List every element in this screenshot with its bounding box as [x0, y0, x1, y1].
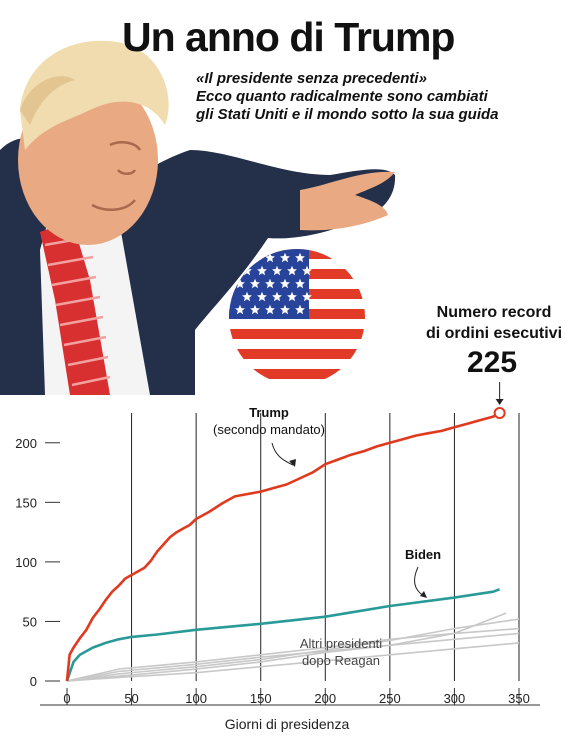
flag-star [287, 265, 297, 276]
y-tick-label: 200 [15, 436, 37, 451]
others-label: Altri presidenti [300, 636, 382, 651]
trump-line [65, 411, 501, 682]
flag-star [242, 291, 252, 302]
flag-star [287, 291, 297, 302]
trump-label-arrow-head [289, 459, 296, 467]
y-tick-label: 0 [30, 674, 37, 689]
flag-star [265, 304, 275, 315]
x-tick-label: 250 [379, 691, 401, 706]
subtitle: «Il presidente senza precedenti» Ecco qu… [196, 70, 568, 124]
flag-star [265, 278, 275, 289]
y-tick-label: 100 [15, 555, 37, 570]
chart-background [0, 396, 574, 740]
flag-star [250, 278, 260, 289]
flag-star [295, 252, 305, 263]
x-tick-label: 350 [508, 691, 530, 706]
flag-star [257, 291, 267, 302]
trump-sublabel: (secondo mandato) [213, 422, 325, 437]
trump-label: Trump [249, 405, 289, 420]
record-callout-label: Numero record di ordini esecutivi [414, 302, 574, 344]
biden-label: Biden [405, 547, 441, 562]
flag-star [250, 304, 260, 315]
y-tick-label: 50 [23, 614, 37, 629]
plot-area: 0 50 100 150 200 0 50 100 150 200 250 300 350 Giorni … [0, 382, 574, 740]
x-tick-label: 300 [444, 691, 466, 706]
callout-line: Numero record [436, 304, 552, 321]
trump-endpoint-marker [493, 407, 506, 419]
flag-star [302, 291, 312, 302]
subtitle-line: gli Stati Uniti e il mondo sotto la sua … [196, 106, 499, 123]
others-label: dopo Reagan [302, 653, 380, 668]
record-callout-value: 225 [466, 346, 518, 379]
flag-star [302, 265, 312, 276]
other-president-line [66, 627, 520, 682]
page-title: Un anno di Trump [122, 14, 455, 60]
flag-star [295, 278, 305, 289]
x-tick-label: 100 [185, 691, 207, 706]
y-tick-label: 150 [15, 495, 37, 510]
x-tick-label: 50 [124, 691, 138, 706]
flag-star [272, 291, 282, 302]
subtitle-line: «Il presidente senza precedenti» [196, 70, 427, 87]
flag-star [257, 265, 267, 276]
biden-line [65, 588, 501, 682]
biden-label-arrow-head [420, 591, 427, 598]
x-tick-label: 150 [250, 691, 272, 706]
us-flag-icon [229, 249, 365, 385]
trump-label-arrow [271, 442, 294, 466]
flag-star [235, 278, 245, 289]
flag-star [280, 278, 290, 289]
x-axis-label: Giorni di presidenza [225, 716, 350, 732]
flag-star [280, 252, 290, 263]
flag-star [235, 304, 245, 315]
callout-arrow-head [495, 399, 504, 405]
subtitle-line: Ecco quanto radicalmente sono cambiati [196, 88, 488, 105]
x-tick-label: 200 [314, 691, 336, 706]
flag-star [295, 304, 305, 315]
x-tick-label: 0 [63, 691, 70, 706]
callout-line: di ordini esecutivi [425, 325, 563, 342]
other-president-line [66, 612, 507, 682]
trump-photo [0, 40, 396, 395]
flag-star [280, 304, 290, 315]
flag-star [265, 252, 275, 263]
other-president-line [66, 618, 520, 682]
flag-star [272, 265, 282, 276]
other-president-line [66, 642, 520, 682]
